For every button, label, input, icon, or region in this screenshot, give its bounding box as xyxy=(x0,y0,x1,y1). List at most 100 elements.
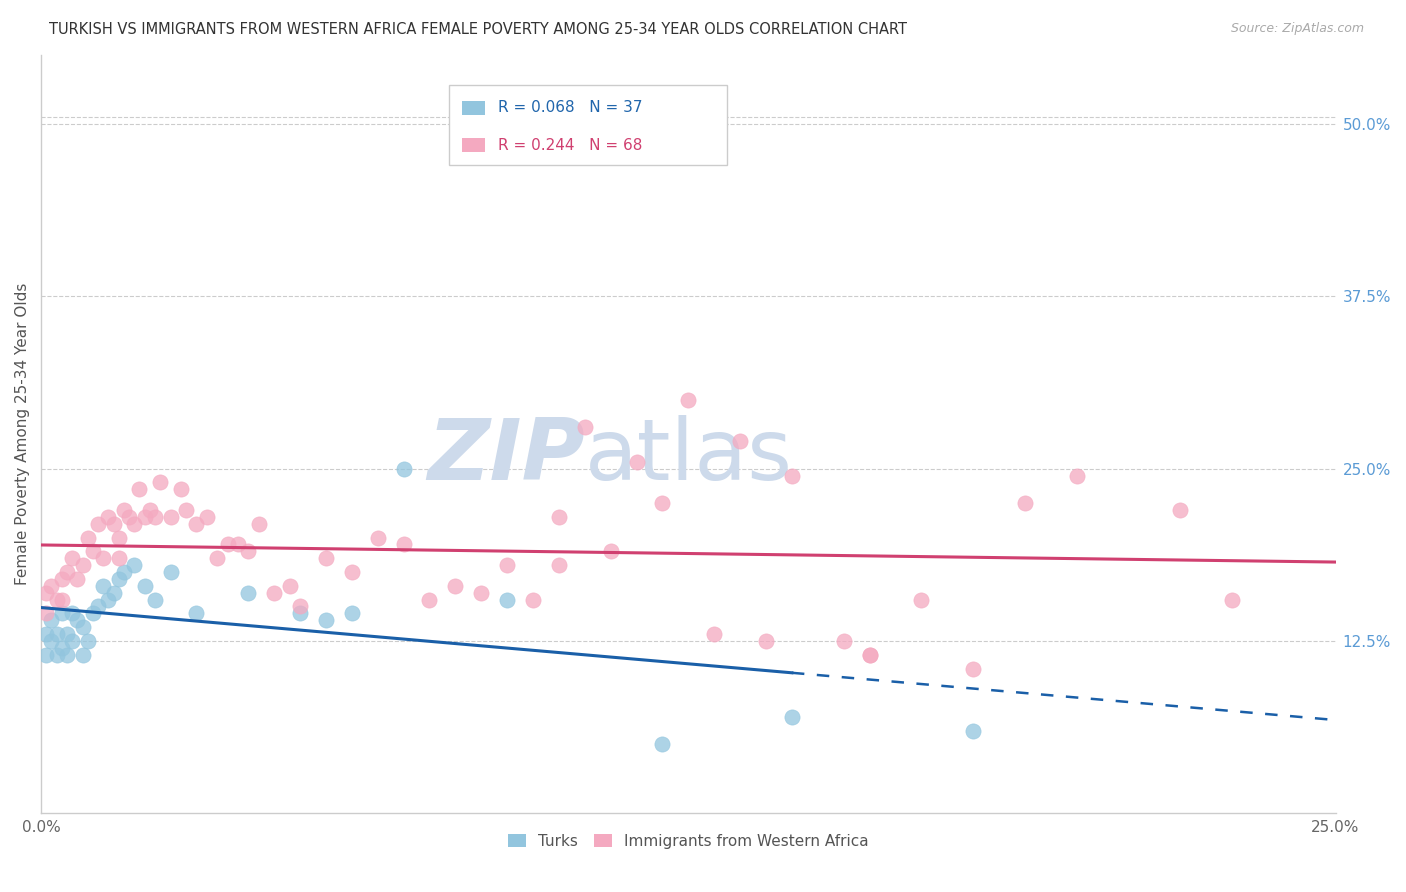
Point xyxy=(76,531,98,545)
Point xyxy=(186,516,208,531)
Point xyxy=(159,565,181,579)
Point xyxy=(72,558,94,573)
Point xyxy=(139,503,162,517)
Point xyxy=(780,468,803,483)
Point xyxy=(728,434,751,448)
Point xyxy=(35,607,58,621)
Point xyxy=(91,579,114,593)
Point xyxy=(263,585,285,599)
Point xyxy=(832,634,855,648)
Point xyxy=(392,537,415,551)
Point xyxy=(124,516,146,531)
Point xyxy=(87,599,110,614)
Text: atlas: atlas xyxy=(585,416,793,499)
Point xyxy=(118,509,141,524)
Point xyxy=(367,531,389,545)
Point xyxy=(858,648,880,662)
Point xyxy=(143,592,166,607)
Point xyxy=(45,648,67,662)
Point xyxy=(522,592,544,607)
Point xyxy=(392,461,415,475)
Point xyxy=(755,634,778,648)
Point xyxy=(56,627,79,641)
Point xyxy=(91,551,114,566)
Point xyxy=(41,634,63,648)
Point xyxy=(626,455,648,469)
Point xyxy=(103,516,125,531)
FancyBboxPatch shape xyxy=(461,138,485,152)
Point xyxy=(97,509,120,524)
Point xyxy=(66,613,89,627)
Point xyxy=(444,579,467,593)
Point xyxy=(599,544,621,558)
Point xyxy=(35,627,58,641)
Point xyxy=(315,613,337,627)
Point xyxy=(41,613,63,627)
Point xyxy=(1220,592,1243,607)
Point xyxy=(128,483,150,497)
Y-axis label: Female Poverty Among 25-34 Year Olds: Female Poverty Among 25-34 Year Olds xyxy=(15,283,30,585)
Point xyxy=(651,737,673,751)
Point xyxy=(51,592,73,607)
Point xyxy=(60,607,83,621)
Point xyxy=(247,516,270,531)
Point xyxy=(186,607,208,621)
Point xyxy=(41,579,63,593)
Point xyxy=(548,558,571,573)
Point xyxy=(107,551,129,566)
Point xyxy=(107,531,129,545)
Point xyxy=(60,634,83,648)
Point xyxy=(170,483,193,497)
Point xyxy=(56,648,79,662)
Point xyxy=(149,475,172,490)
Point xyxy=(82,607,104,621)
Point xyxy=(340,607,363,621)
Point xyxy=(134,579,156,593)
Point xyxy=(288,607,311,621)
Point xyxy=(45,627,67,641)
Point xyxy=(103,585,125,599)
Point xyxy=(143,509,166,524)
Point xyxy=(340,565,363,579)
Text: ZIP: ZIP xyxy=(427,416,585,499)
Point xyxy=(76,634,98,648)
Point xyxy=(72,620,94,634)
Point xyxy=(910,592,932,607)
Point xyxy=(1066,468,1088,483)
Point xyxy=(82,544,104,558)
Point xyxy=(418,592,440,607)
Point xyxy=(962,661,984,675)
Point xyxy=(278,579,301,593)
Point xyxy=(217,537,239,551)
Point xyxy=(470,585,492,599)
Point xyxy=(574,420,596,434)
Point xyxy=(651,496,673,510)
Point xyxy=(1168,503,1191,517)
Point xyxy=(60,551,83,566)
Point xyxy=(238,585,260,599)
Point xyxy=(496,558,519,573)
Point xyxy=(51,572,73,586)
FancyBboxPatch shape xyxy=(461,101,485,114)
Text: TURKISH VS IMMIGRANTS FROM WESTERN AFRICA FEMALE POVERTY AMONG 25-34 YEAR OLDS C: TURKISH VS IMMIGRANTS FROM WESTERN AFRIC… xyxy=(49,22,907,37)
Point xyxy=(56,565,79,579)
Text: R = 0.244   N = 68: R = 0.244 N = 68 xyxy=(498,137,643,153)
Point xyxy=(780,710,803,724)
Point xyxy=(703,627,725,641)
Point xyxy=(124,558,146,573)
Point xyxy=(678,392,700,407)
Point xyxy=(174,503,197,517)
Point xyxy=(205,551,228,566)
Point xyxy=(112,565,135,579)
Text: R = 0.068   N = 37: R = 0.068 N = 37 xyxy=(498,100,643,115)
FancyBboxPatch shape xyxy=(449,86,727,165)
Point xyxy=(195,509,218,524)
Point xyxy=(159,509,181,524)
Point xyxy=(496,592,519,607)
Point xyxy=(238,544,260,558)
Point xyxy=(315,551,337,566)
Point xyxy=(97,592,120,607)
Point xyxy=(112,503,135,517)
Point xyxy=(51,607,73,621)
Point xyxy=(548,509,571,524)
